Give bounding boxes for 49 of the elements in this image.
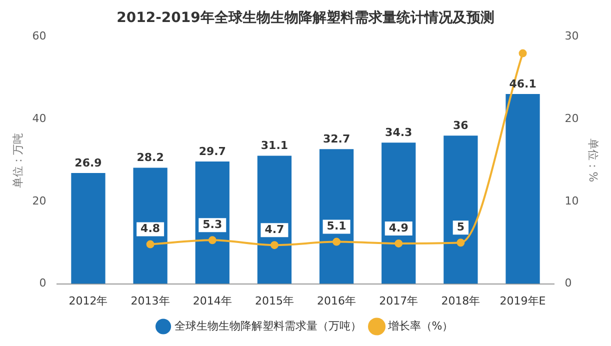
chart-title: 2012-2019年全球生物生物降解塑料需求量统计情况及预测 — [116, 9, 494, 26]
bar — [257, 156, 292, 284]
y-axis-title: 单位：万吨 — [11, 132, 24, 188]
y2-tick-label: 20 — [564, 112, 579, 125]
point — [332, 238, 341, 246]
y-tick-label: 0 — [39, 276, 46, 290]
y-tick-label: 20 — [32, 194, 46, 208]
bar — [195, 162, 230, 284]
y-tick-label: 40 — [32, 112, 46, 125]
x-tick-label: 2015年 — [254, 294, 294, 308]
point — [456, 238, 465, 247]
bar — [506, 94, 540, 284]
x-tick-label: 2014年 — [192, 294, 232, 308]
x-tick-label: 2012年 — [68, 294, 108, 308]
data-label: 4.8 — [140, 222, 160, 236]
x-tick-label: 2013年 — [130, 294, 170, 308]
x-tick-label: 2016年 — [317, 294, 356, 308]
y2-tick-label: 30 — [564, 30, 579, 43]
y2-tick-label: 10 — [564, 194, 579, 208]
point — [518, 49, 527, 58]
legend-label: 增长率（%） — [386, 319, 454, 332]
data-label: 4.7 — [264, 222, 284, 236]
bar — [319, 149, 354, 284]
data-label: 5 — [456, 220, 465, 234]
data-label: 34.3 — [385, 126, 412, 139]
y2-tick-label: 0 — [564, 276, 572, 290]
point — [394, 239, 403, 248]
bar — [71, 173, 106, 284]
bar — [444, 136, 478, 284]
data-label: 4.9 — [388, 221, 408, 234]
point — [146, 240, 154, 248]
point — [208, 236, 216, 244]
y2-axis-title: 单位：% — [586, 138, 600, 182]
data-label: 5.3 — [202, 218, 222, 232]
x-tick-label: 2017年 — [379, 294, 418, 308]
point — [270, 241, 278, 250]
x-tick-label: 2018年 — [441, 294, 480, 308]
data-label: 5.1 — [326, 220, 346, 233]
data-label: 36 — [453, 118, 469, 132]
y-tick-label: 60 — [32, 30, 46, 43]
bar — [382, 142, 416, 284]
bar — [133, 168, 168, 284]
data-label: 32.7 — [322, 132, 350, 146]
data-label: 26.9 — [74, 156, 102, 170]
x-tick-label: 2019年E — [500, 294, 546, 308]
legend-label: 全球生物生物降解塑料需求量（万吨） — [174, 319, 362, 332]
data-label: 28.2 — [136, 151, 164, 164]
data-label: 29.7 — [198, 144, 226, 158]
data-label: 31.1 — [260, 139, 288, 152]
